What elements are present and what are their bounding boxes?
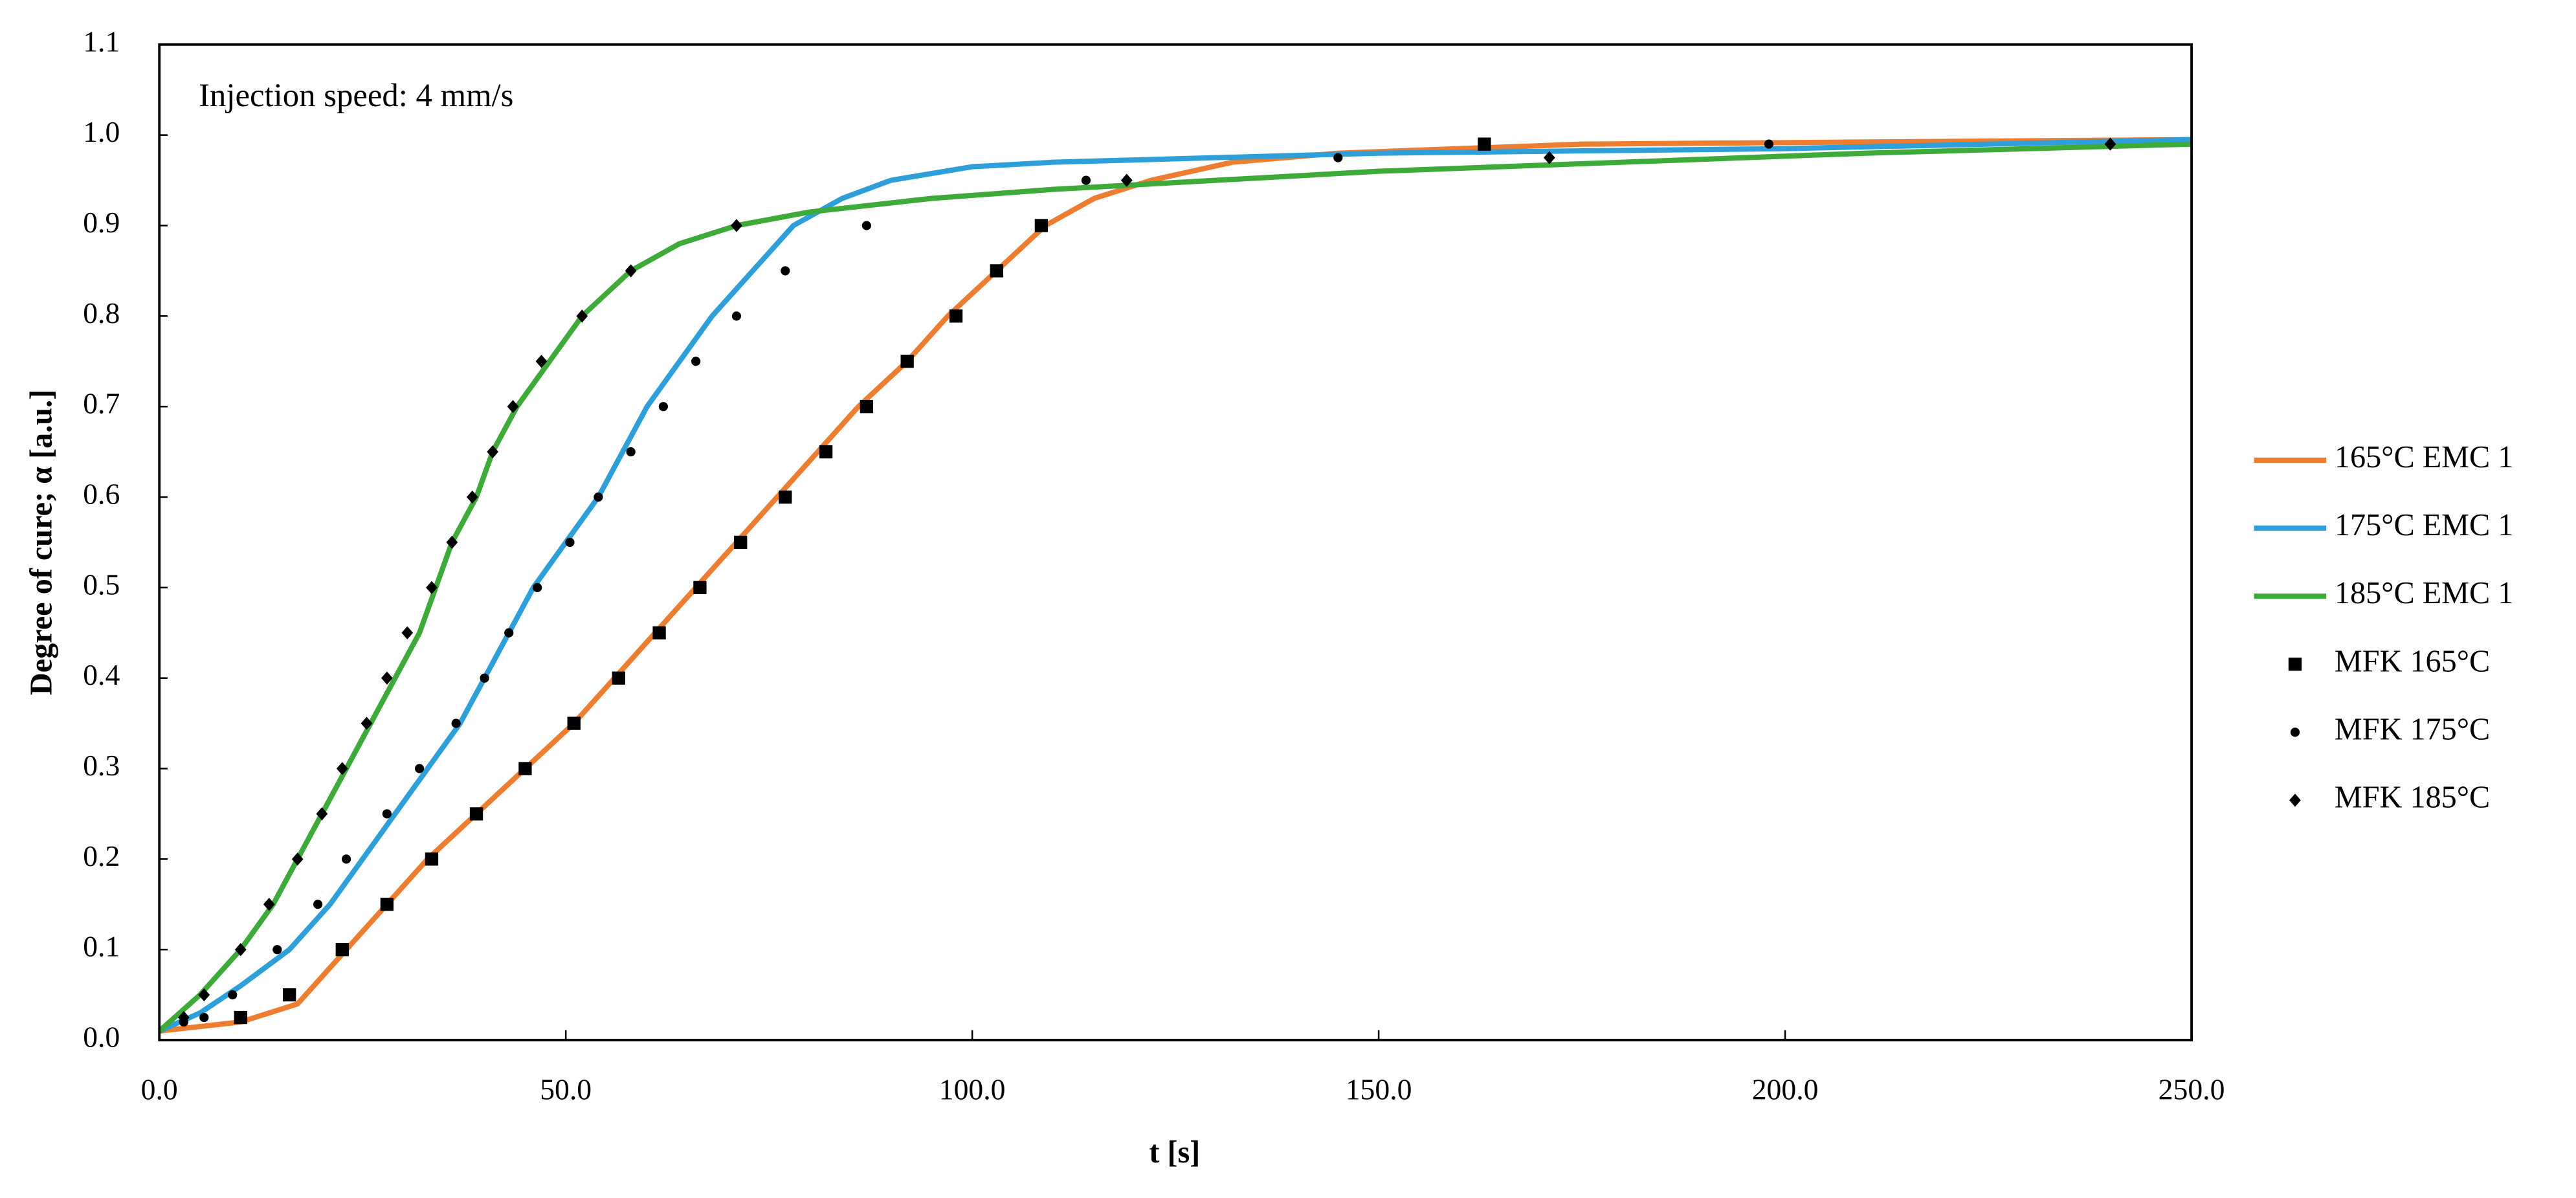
marker-square [819,445,833,459]
legend-label: 175°C EMC 1 [2335,508,2513,542]
series-line [157,141,2192,1034]
x-axis-label: t [s] [1149,1135,1200,1170]
marker-circle [199,1012,209,1023]
marker-circle [415,764,425,773]
x-tick-label: 100.0 [939,1073,1006,1106]
marker-square [518,762,532,775]
marker-circle [691,357,701,366]
marker-diamond [576,309,588,323]
marker-circle [451,718,461,728]
marker-circle [382,809,392,819]
marker-square [567,716,581,730]
marker-circle [313,900,323,909]
marker-diamond [487,445,499,459]
marker-diamond [336,762,348,775]
marker-diamond [535,355,548,368]
legend-label: MFK 185°C [2335,781,2490,815]
marker-diamond [381,671,393,685]
marker-diamond [426,581,438,595]
marker-circle [1333,153,1343,162]
marker-circle [272,945,282,955]
y-tick-label: 0.5 [83,568,120,601]
marker-circle [731,311,742,321]
y-tick-label: 0.0 [83,1021,120,1054]
marker-square [469,807,483,821]
marker-diamond [291,852,304,866]
marker-square [860,400,874,414]
y-axis-label: Degree of cure; α [a.u.] [25,390,59,695]
marker-square [734,535,748,549]
marker-diamond [1120,173,1133,187]
x-tick-label: 150.0 [1346,1073,1412,1106]
marker-circle [504,628,514,638]
marker-circle [1081,175,1091,185]
marker-circle [658,402,668,412]
marker-square [283,988,296,1002]
marker-diamond [731,219,742,232]
marker-square [335,943,349,957]
marker-square [1034,219,1049,232]
marker-circle [861,221,871,230]
marker-diamond [507,400,519,414]
marker-diamond [466,490,478,504]
marker-square [2288,658,2302,671]
y-tick-label: 0.2 [83,839,120,872]
legend-label: MFK 175°C [2335,712,2490,746]
series-line [158,137,2192,1034]
marker-square [234,1010,247,1025]
marker-circle [341,854,351,864]
y-tick-label: 0.7 [83,387,120,420]
marker-square [425,852,439,866]
y-tick-label: 0.3 [83,749,120,782]
annotation: Injection speed: 4 mm/s [199,77,513,113]
marker-square [1478,137,1491,151]
marker-diamond [263,898,275,911]
marker-square [693,581,707,595]
legend-label: MFK 165°C [2335,644,2490,678]
y-tick-label: 0.1 [83,930,120,963]
x-tick-label: 50.0 [540,1073,592,1106]
legend-label: 165°C EMC 1 [2335,440,2513,474]
marker-circle [228,990,238,1000]
y-tick-label: 1.0 [83,115,120,148]
marker-diamond [2289,793,2301,807]
marker-diamond [316,807,328,821]
marker-diamond [446,535,458,549]
y-tick-label: 0.9 [83,206,120,239]
marker-circle [1764,139,1774,149]
marker-square [900,355,914,368]
marker-circle [480,673,489,683]
y-tick-label: 0.6 [83,477,120,510]
marker-diamond [198,988,210,1002]
x-tick-label: 250.0 [2159,1073,2225,1106]
marker-diamond [625,264,637,278]
marker-circle [781,266,790,276]
marker-diamond [234,943,247,957]
marker-circle [626,447,636,457]
marker-square [779,490,792,504]
y-tick-label: 0.8 [83,296,120,329]
series-line [159,137,2192,1034]
legend-label: 185°C EMC 1 [2335,576,2513,610]
marker-square [612,671,625,685]
marker-square [990,264,1003,278]
marker-square [380,898,394,911]
y-tick-label: 0.4 [83,658,120,691]
marker-circle [594,492,603,502]
marker-circle [565,537,575,548]
marker-square [949,309,963,323]
x-tick-label: 200.0 [1752,1073,1819,1106]
x-tick-label: 0.0 [141,1073,178,1106]
plot-frame [158,43,2193,1041]
marker-circle [533,582,542,592]
marker-circle [2290,727,2300,737]
marker-square [652,626,666,639]
marker-diamond [401,626,414,639]
y-tick-label: 1.1 [83,25,120,58]
